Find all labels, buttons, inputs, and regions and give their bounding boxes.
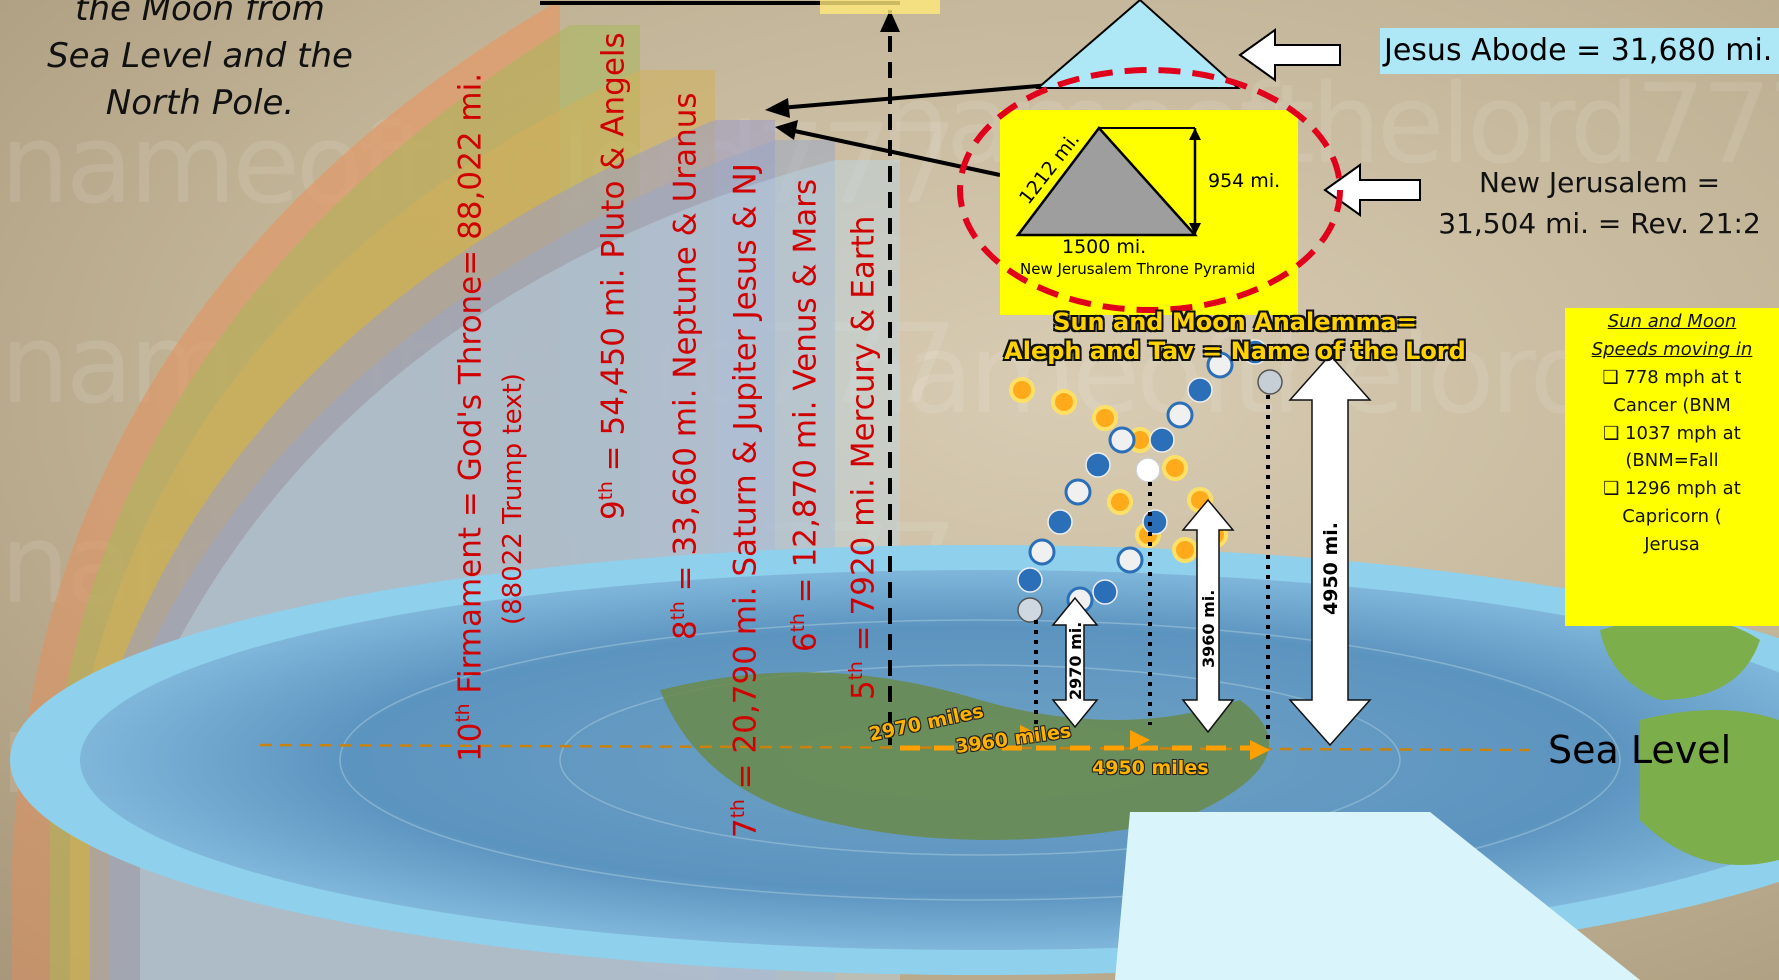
moon-note-line2: Sea Level and the bbox=[47, 35, 353, 76]
analemma-title: Sun and Moon Analemma= Aleph and Tav = N… bbox=[950, 308, 1520, 366]
band-level: 9 bbox=[595, 500, 632, 520]
continent bbox=[1600, 617, 1760, 700]
moon-note-line3: North Pole. bbox=[105, 82, 295, 123]
callout-box bbox=[1115, 812, 1640, 980]
moon-note-line1: the Moon from bbox=[75, 0, 325, 29]
speeds-item3a: ❑ 1296 mph at bbox=[1603, 478, 1741, 500]
speeds-note: Sun and Moon Speeds moving in ❑ 778 mph … bbox=[1565, 308, 1779, 626]
height-label-4950: 4950 mi. bbox=[1320, 521, 1342, 615]
highlight-ellipse bbox=[957, 67, 1343, 313]
sea-level-label: Sea Level bbox=[1548, 728, 1732, 772]
band-label-9: 9th = 54,450 mi. Pluto & Angels bbox=[595, 32, 632, 520]
new-jerusalem-line2: 31,504 mi. = Rev. 21:2 bbox=[1438, 206, 1761, 240]
band-text: = 33,660 mi. Neptune & Uranus bbox=[667, 92, 704, 592]
new-jerusalem-line1: New Jerusalem = bbox=[1478, 166, 1721, 199]
moon-dots bbox=[1017, 339, 1283, 623]
band-text: = 54,450 mi. Pluto & Angels bbox=[595, 32, 632, 472]
continent bbox=[1640, 710, 1779, 865]
height-label-2970: 2970 mi. bbox=[1066, 621, 1085, 700]
level-suffix: th bbox=[453, 703, 474, 723]
level-suffix: th bbox=[596, 481, 617, 501]
pyramid-caption: New Jerusalem Throne Pyramid bbox=[1020, 260, 1256, 278]
speeds-item2a: ❑ 1037 mph at bbox=[1603, 422, 1741, 444]
level-suffix: th bbox=[668, 601, 689, 621]
band-level: 6 bbox=[787, 632, 824, 652]
moon-note: the Moon from Sea Level and the North Po… bbox=[30, 0, 370, 127]
band-sublabel: (88022 Trump text) bbox=[498, 373, 528, 625]
speeds-item1a: ❑ 778 mph at t bbox=[1602, 366, 1742, 388]
speeds-item1b: Cancer (BNM bbox=[1613, 394, 1731, 416]
band-level: 10 bbox=[452, 722, 489, 762]
band-level: 5 bbox=[845, 680, 882, 700]
arrow-icon bbox=[1238, 28, 1341, 82]
new-jerusalem-label: New Jerusalem = 31,504 mi. = Rev. 21:2 bbox=[1420, 163, 1779, 244]
band-label-8: 8th = 33,660 mi. Neptune & Uranus bbox=[667, 92, 704, 640]
height-arrow-3960 bbox=[1181, 498, 1235, 734]
level-suffix: th bbox=[846, 661, 867, 681]
band-level: 8 bbox=[667, 620, 704, 640]
ground-label-4950: 4950 miles bbox=[1092, 757, 1209, 779]
continent bbox=[660, 672, 1270, 840]
jesus-abode-label: Jesus Abode = 31,680 mi. bbox=[1380, 28, 1779, 74]
level-suffix: th bbox=[728, 799, 749, 819]
band-text: = 7920 mi. Mercury & Earth bbox=[845, 215, 882, 652]
speeds-item2b: (BNM=Fall bbox=[1625, 450, 1719, 472]
height-label-3960: 3960 mi. bbox=[1199, 589, 1218, 668]
speeds-heading2: Speeds moving in bbox=[1591, 338, 1753, 360]
speeds-item3c: Jerusa bbox=[1644, 534, 1700, 556]
analemma-line2: Aleph and Tav = Name of the Lord bbox=[1004, 336, 1466, 365]
height-arrow-2970 bbox=[1051, 596, 1099, 729]
band-level: 7 bbox=[727, 818, 764, 838]
level-suffix: th bbox=[788, 613, 809, 633]
speeds-item3b: Capricorn ( bbox=[1622, 506, 1722, 528]
sea-level-line bbox=[259, 743, 1531, 752]
sun-dots bbox=[1009, 377, 1228, 563]
jesus-abode-pyramid bbox=[1035, 0, 1241, 89]
band-text: = 12,870 mi. Venus & Mars bbox=[787, 178, 824, 604]
height-arrow-4950 bbox=[1288, 353, 1372, 747]
band-text: = 20,790 mi. Saturn & Jupiter Jesus & NJ bbox=[727, 163, 764, 790]
band-label-6: 6th = 12,870 mi. Venus & Mars bbox=[787, 178, 824, 652]
pyramid-base-label: 1500 mi. bbox=[1062, 236, 1147, 258]
band-label-7: 7th = 20,790 mi. Saturn & Jupiter Jesus … bbox=[727, 163, 764, 838]
band-label-5: 5th = 7920 mi. Mercury & Earth bbox=[845, 215, 882, 700]
analemma-line1: Sun and Moon Analemma= bbox=[1053, 308, 1417, 336]
band-text: Firmament = God's Throne= 88,022 mi. bbox=[452, 72, 489, 694]
speeds-heading1: Sun and Moon bbox=[1607, 311, 1737, 332]
pyramid-height-label: 954 mi. bbox=[1208, 170, 1281, 192]
band-label-10: 10th Firmament = God's Throne= 88,022 mi… bbox=[452, 72, 489, 762]
arrow-icon bbox=[1323, 163, 1421, 217]
